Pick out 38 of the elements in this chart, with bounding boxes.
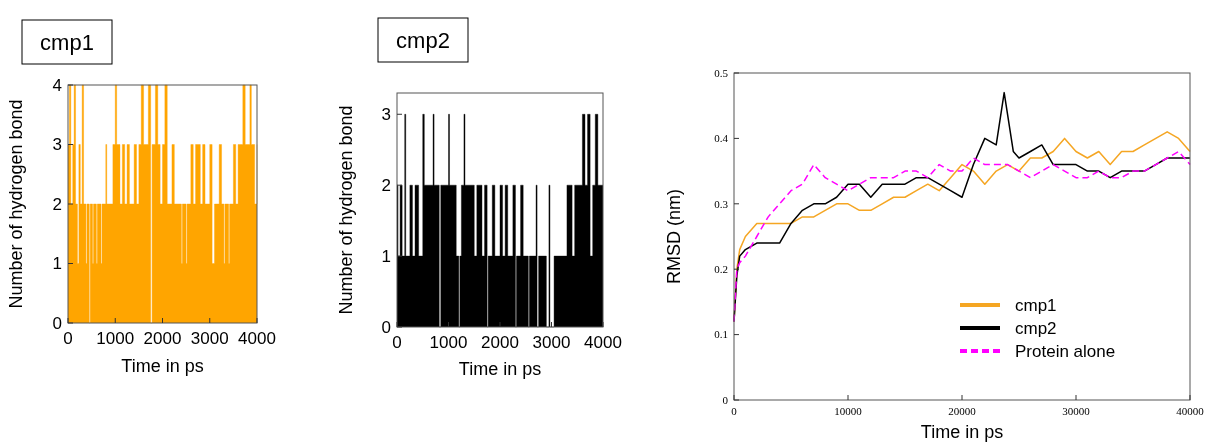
y-tick-label: 2 bbox=[52, 194, 62, 214]
legend-label: Protein alone bbox=[1015, 342, 1116, 361]
y-tick-label: 0.2 bbox=[714, 263, 728, 276]
y-tick-label: 0.4 bbox=[714, 132, 729, 145]
legend-label: cmp2 bbox=[1015, 319, 1057, 338]
y-tick-label: 4 bbox=[52, 75, 62, 95]
y-axis-title: Number of hydrogen bond bbox=[336, 105, 356, 315]
y-axis-title: RMSD (nm) bbox=[664, 189, 684, 284]
x-tick-label: 30000 bbox=[1062, 405, 1091, 417]
x-axis-title: Time in ps bbox=[121, 356, 204, 376]
x-tick-label: 40000 bbox=[1176, 405, 1205, 417]
y-tick-label: 2 bbox=[381, 176, 391, 196]
y-tick-label: 0 bbox=[52, 313, 62, 333]
legend-label: cmp1 bbox=[1015, 296, 1057, 315]
x-tick-label: 3000 bbox=[532, 333, 571, 352]
y-tick-label: 1 bbox=[381, 247, 391, 267]
y-tick-label: 1 bbox=[52, 254, 62, 274]
chart-title: cmp1 bbox=[40, 30, 94, 55]
x-axis-title: Time in ps bbox=[458, 359, 542, 379]
y-tick-label: 3 bbox=[381, 105, 391, 125]
x-tick-label: 2000 bbox=[481, 333, 519, 352]
x-tick-label: 4000 bbox=[584, 333, 622, 352]
y-axis-title: Number of hydrogen bond bbox=[6, 99, 26, 309]
x-tick-label: 10000 bbox=[834, 405, 863, 417]
y-tick-label: 0.1 bbox=[714, 328, 728, 341]
chart-title: cmp2 bbox=[396, 28, 450, 53]
y-tick-label: 0 bbox=[722, 393, 729, 406]
y-tick-label: 0.5 bbox=[714, 66, 729, 79]
x-tick-label: 3000 bbox=[190, 329, 229, 348]
y-tick-label: 0.3 bbox=[714, 197, 729, 210]
x-tick-label: 1000 bbox=[429, 333, 468, 352]
x-axis-title: Time in ps bbox=[920, 422, 1004, 442]
x-tick-label: 1000 bbox=[96, 329, 135, 348]
x-tick-label: 4000 bbox=[238, 329, 276, 348]
x-tick-label: 2000 bbox=[143, 329, 182, 348]
y-tick-label: 3 bbox=[52, 135, 62, 155]
x-tick-label: 0 bbox=[731, 405, 738, 417]
x-tick-label: 20000 bbox=[948, 405, 977, 417]
